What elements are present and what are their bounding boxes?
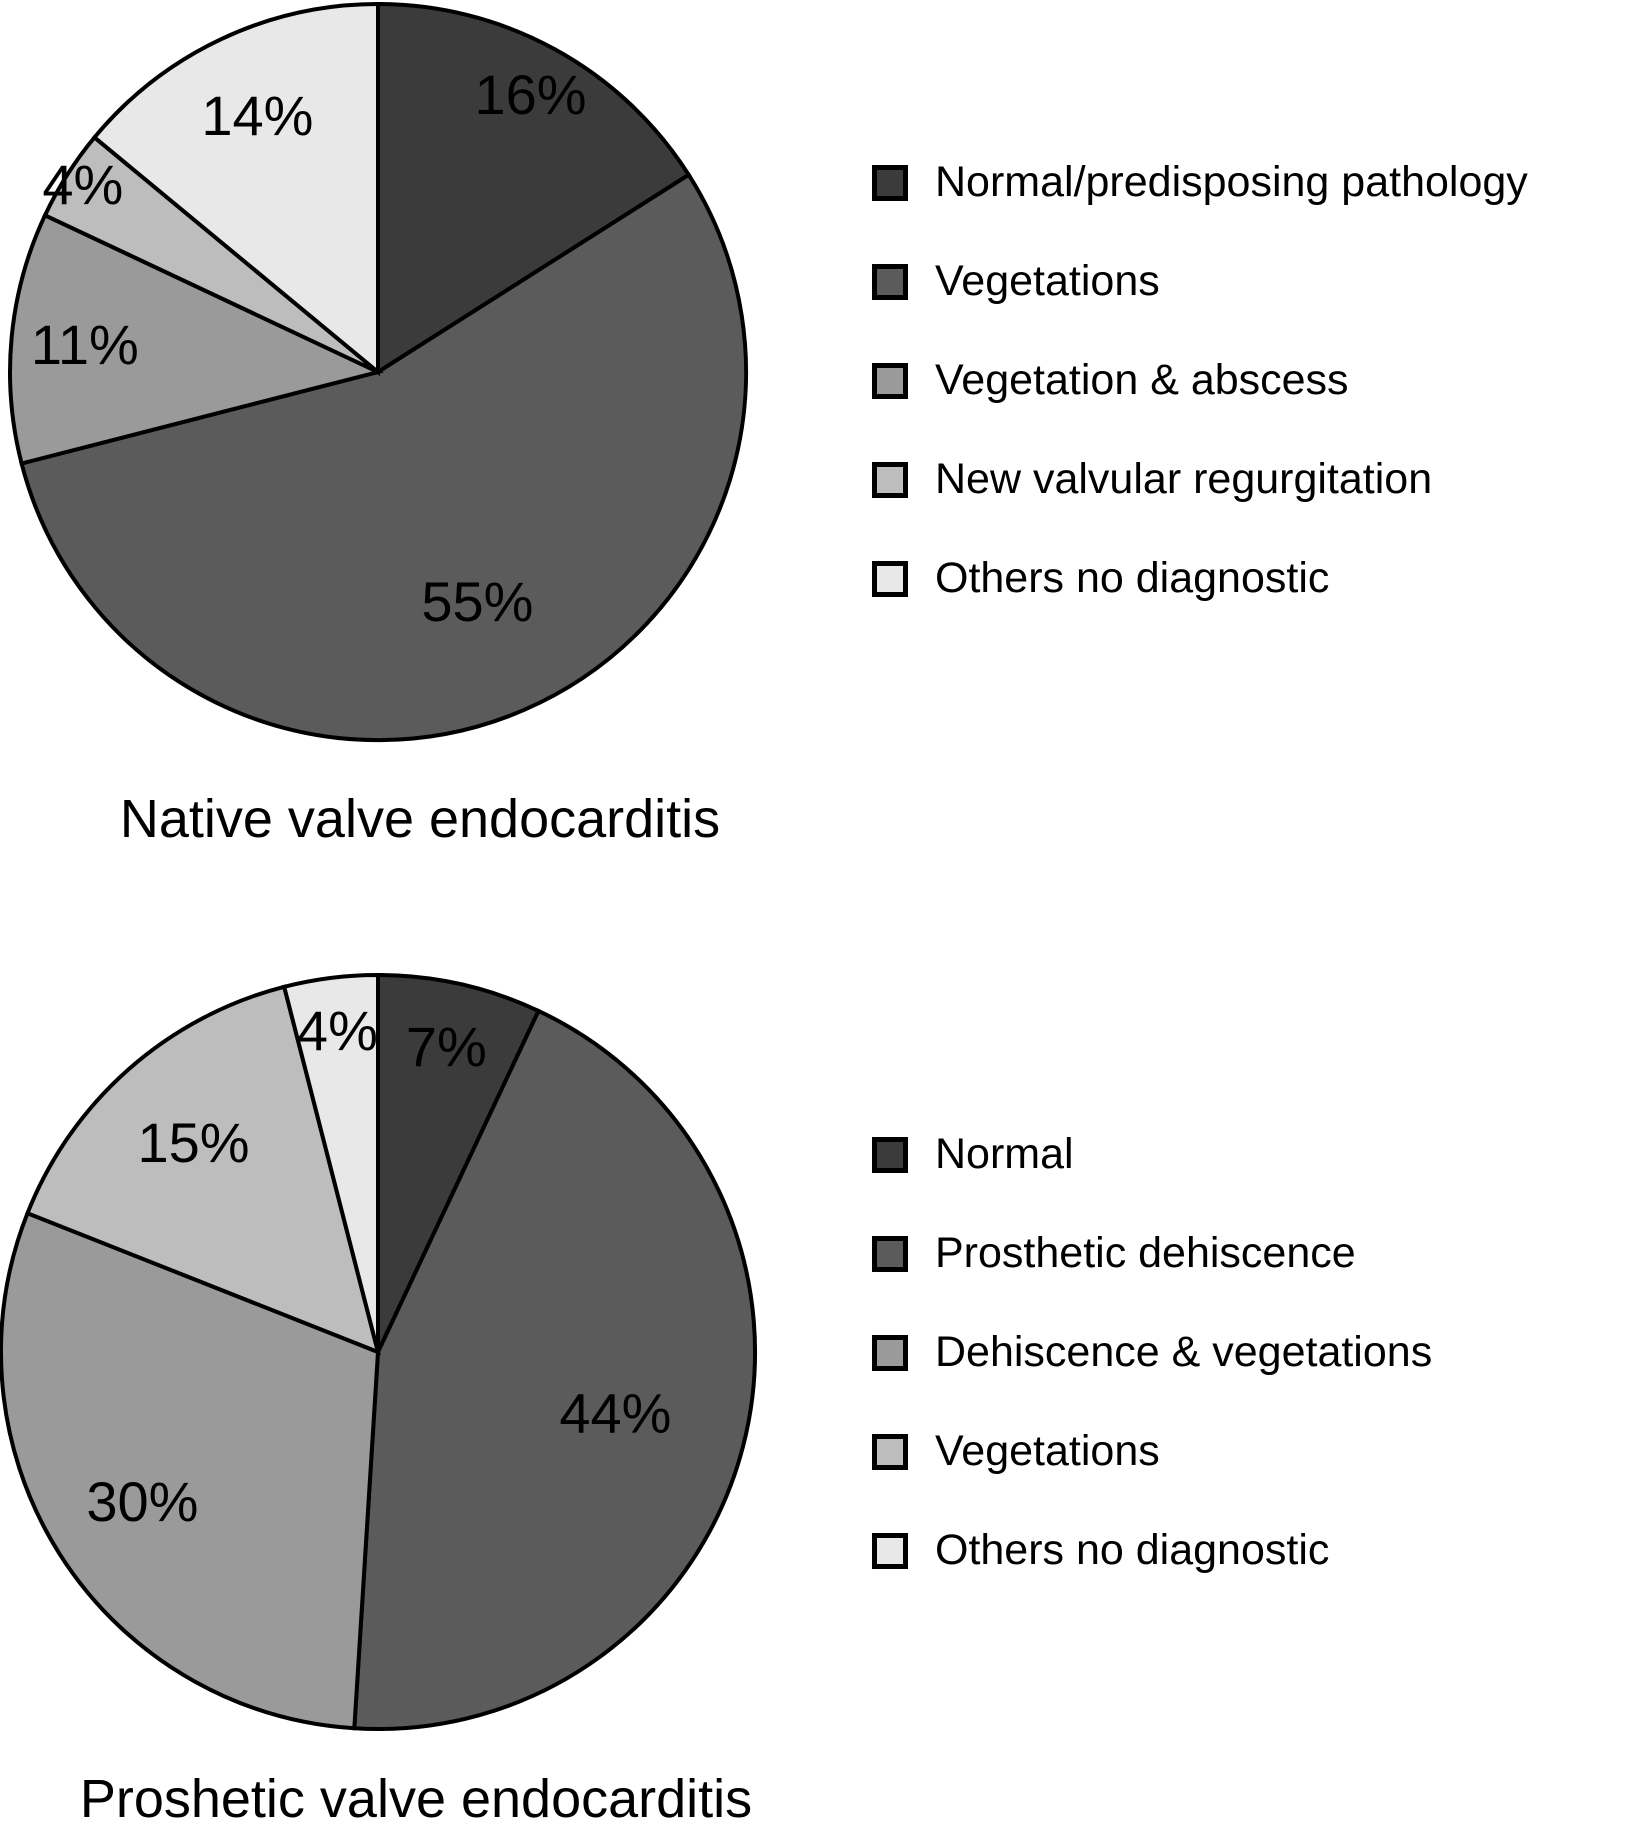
legend-label: Vegetations <box>935 1427 1160 1475</box>
legend-swatch <box>872 1532 908 1569</box>
prosthetic-valve-pie: 7% 44% 30% 15% 4% <box>0 972 757 1731</box>
slice-percent-label: 16% <box>474 63 586 126</box>
legend-label: New valvular regurgitation <box>935 455 1433 503</box>
legend-label: Vegetation & abscess <box>935 356 1349 404</box>
pie-slice-1 <box>352 1008 757 1731</box>
legend-label: Normal <box>935 1130 1074 1178</box>
legend-label: Dehiscence & vegetations <box>935 1328 1433 1376</box>
prosthetic-valve-title: Proshetic valve endocarditis <box>79 1769 753 1829</box>
slice-percent-label: 14% <box>201 84 313 147</box>
legend-item: Normal/predisposing pathology <box>872 133 1528 232</box>
legend-item: Vegetations <box>872 1402 1432 1501</box>
native-valve-title: Native valve endocarditis <box>119 789 721 849</box>
legend-swatch <box>872 1334 908 1371</box>
legend-label: Others no diagnostic <box>935 554 1330 602</box>
legend-swatch <box>872 560 908 597</box>
pie-slice-2 <box>0 1210 381 1731</box>
pie-slice-4 <box>91 1 380 377</box>
legend-swatch <box>872 164 908 201</box>
slice-percent-label: 4% <box>42 153 123 216</box>
legend-item: Prosthetic dehiscence <box>872 1204 1432 1303</box>
legend-item: Others no diagnostic <box>872 1501 1432 1600</box>
legend-item: Vegetation & abscess <box>872 331 1528 430</box>
legend-label: Vegetations <box>935 257 1160 305</box>
prosthetic-valve-legend: Normal Prosthetic dehiscence Dehiscence & … <box>872 1105 1432 1600</box>
slice-percent-label: 30% <box>86 1470 198 1533</box>
pie-slice-0 <box>376 972 542 1353</box>
pie-slice-1 <box>19 172 749 743</box>
slice-percent-label: 55% <box>421 570 533 633</box>
legend-label: Prosthetic dehiscence <box>935 1229 1356 1277</box>
slice-percent-label: 4% <box>297 999 378 1062</box>
legend-swatch <box>872 1136 908 1173</box>
pie-slice-2 <box>8 212 384 466</box>
slice-percent-label: 15% <box>137 1111 249 1174</box>
legend-item: New valvular regurgitation <box>872 430 1528 529</box>
pie-slice-0 <box>376 1 692 376</box>
legend-item: Dehiscence & vegetations <box>872 1303 1432 1402</box>
native-valve-legend: Normal/predisposing pathology Vegetations… <box>872 133 1528 628</box>
legend-swatch <box>872 263 908 300</box>
pie-slice-3 <box>24 984 381 1356</box>
legend-item: Vegetations <box>872 232 1528 331</box>
legend-swatch <box>872 362 908 399</box>
legend-item: Normal <box>872 1105 1432 1204</box>
slice-percent-label: 7% <box>406 1015 487 1078</box>
native-valve-pie: 16% 55% 11% 4% 14% <box>8 1 749 743</box>
pie-slice-4 <box>281 972 380 1353</box>
legend-swatch <box>872 1235 908 1272</box>
legend-swatch <box>872 1433 908 1470</box>
legend-label: Normal/predisposing pathology <box>935 158 1528 206</box>
legend-swatch <box>872 461 908 498</box>
legend-item: Others no diagnostic <box>872 529 1528 628</box>
slice-percent-label: 11% <box>31 313 139 376</box>
slice-percent-label: 44% <box>559 1381 671 1444</box>
legend-label: Others no diagnostic <box>935 1526 1330 1574</box>
